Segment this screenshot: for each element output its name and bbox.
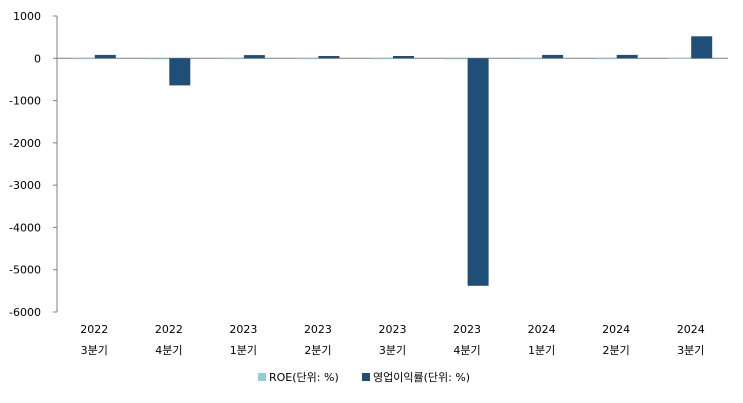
legend-swatch — [362, 373, 370, 381]
bar-roe — [371, 58, 392, 60]
x-category-quarter: 3분기 — [677, 344, 704, 357]
x-category-quarter: 2분기 — [603, 344, 630, 357]
y-tick-label: 1000 — [13, 10, 41, 23]
bar-operating-margin — [467, 58, 489, 286]
y-tick-label: -2000 — [9, 137, 41, 150]
bar-operating-margin — [542, 54, 564, 59]
y-tick-label: -5000 — [9, 264, 41, 277]
x-category-year: 2024 — [677, 323, 705, 336]
x-category-quarter: 2분기 — [304, 344, 331, 357]
legend-label: ROE(단위: %) — [269, 371, 339, 384]
x-category-year: 2022 — [80, 323, 108, 336]
bar-operating-margin — [393, 56, 414, 59]
axes — [56, 16, 728, 312]
bar-roe — [520, 58, 542, 60]
bar-roe — [147, 58, 169, 60]
bar-roe — [296, 58, 318, 60]
x-category-year: 2023 — [453, 323, 481, 336]
bar-roe — [445, 58, 467, 60]
bar-roe — [221, 58, 243, 60]
bar-operating-margin — [169, 58, 191, 86]
x-category-quarter: 3분기 — [379, 344, 406, 357]
bar-operating-margin — [318, 56, 340, 59]
x-category-quarter: 4분기 — [453, 344, 480, 357]
x-category-year: 2023 — [304, 323, 332, 336]
bar-operating-margin — [691, 36, 713, 59]
y-axis-ticks: 1000 0 -1000 -2000 -3000 -4000 -5000 -6000 — [9, 10, 57, 319]
y-tick-label: 0 — [34, 52, 41, 65]
x-category-quarter: 1분기 — [528, 344, 555, 357]
x-category-quarter: 1분기 — [230, 344, 257, 357]
x-axis-categories: 2022 3분기 2022 4분기 2023 1분기 2023 2분기 2023 3분기 2023 4… — [80, 323, 704, 357]
legend: ROE(단위: %) 영업이익률(단위: %) — [258, 371, 470, 384]
bar-operating-margin — [243, 55, 265, 59]
y-tick-label: -4000 — [9, 221, 41, 234]
legend-swatch — [258, 373, 266, 381]
x-category-year: 2023 — [229, 323, 257, 336]
bars — [72, 36, 713, 286]
y-tick-label: -6000 — [9, 306, 41, 319]
bar-roe — [594, 58, 616, 60]
legend-label: 영업이익률(단위: %) — [373, 371, 470, 384]
bar-operating-margin — [616, 54, 638, 59]
x-category-year: 2022 — [155, 323, 183, 336]
bar-operating-margin — [94, 54, 116, 59]
y-tick-label: -1000 — [9, 95, 41, 108]
y-tick-label: -3000 — [9, 179, 41, 192]
x-category-quarter: 3분기 — [81, 344, 108, 357]
bar-roe — [72, 58, 94, 60]
x-category-year: 2023 — [379, 323, 407, 336]
x-category-year: 2024 — [528, 323, 556, 336]
x-category-year: 2024 — [602, 323, 630, 336]
bar-roe — [669, 57, 691, 59]
x-category-quarter: 4분기 — [155, 344, 182, 357]
